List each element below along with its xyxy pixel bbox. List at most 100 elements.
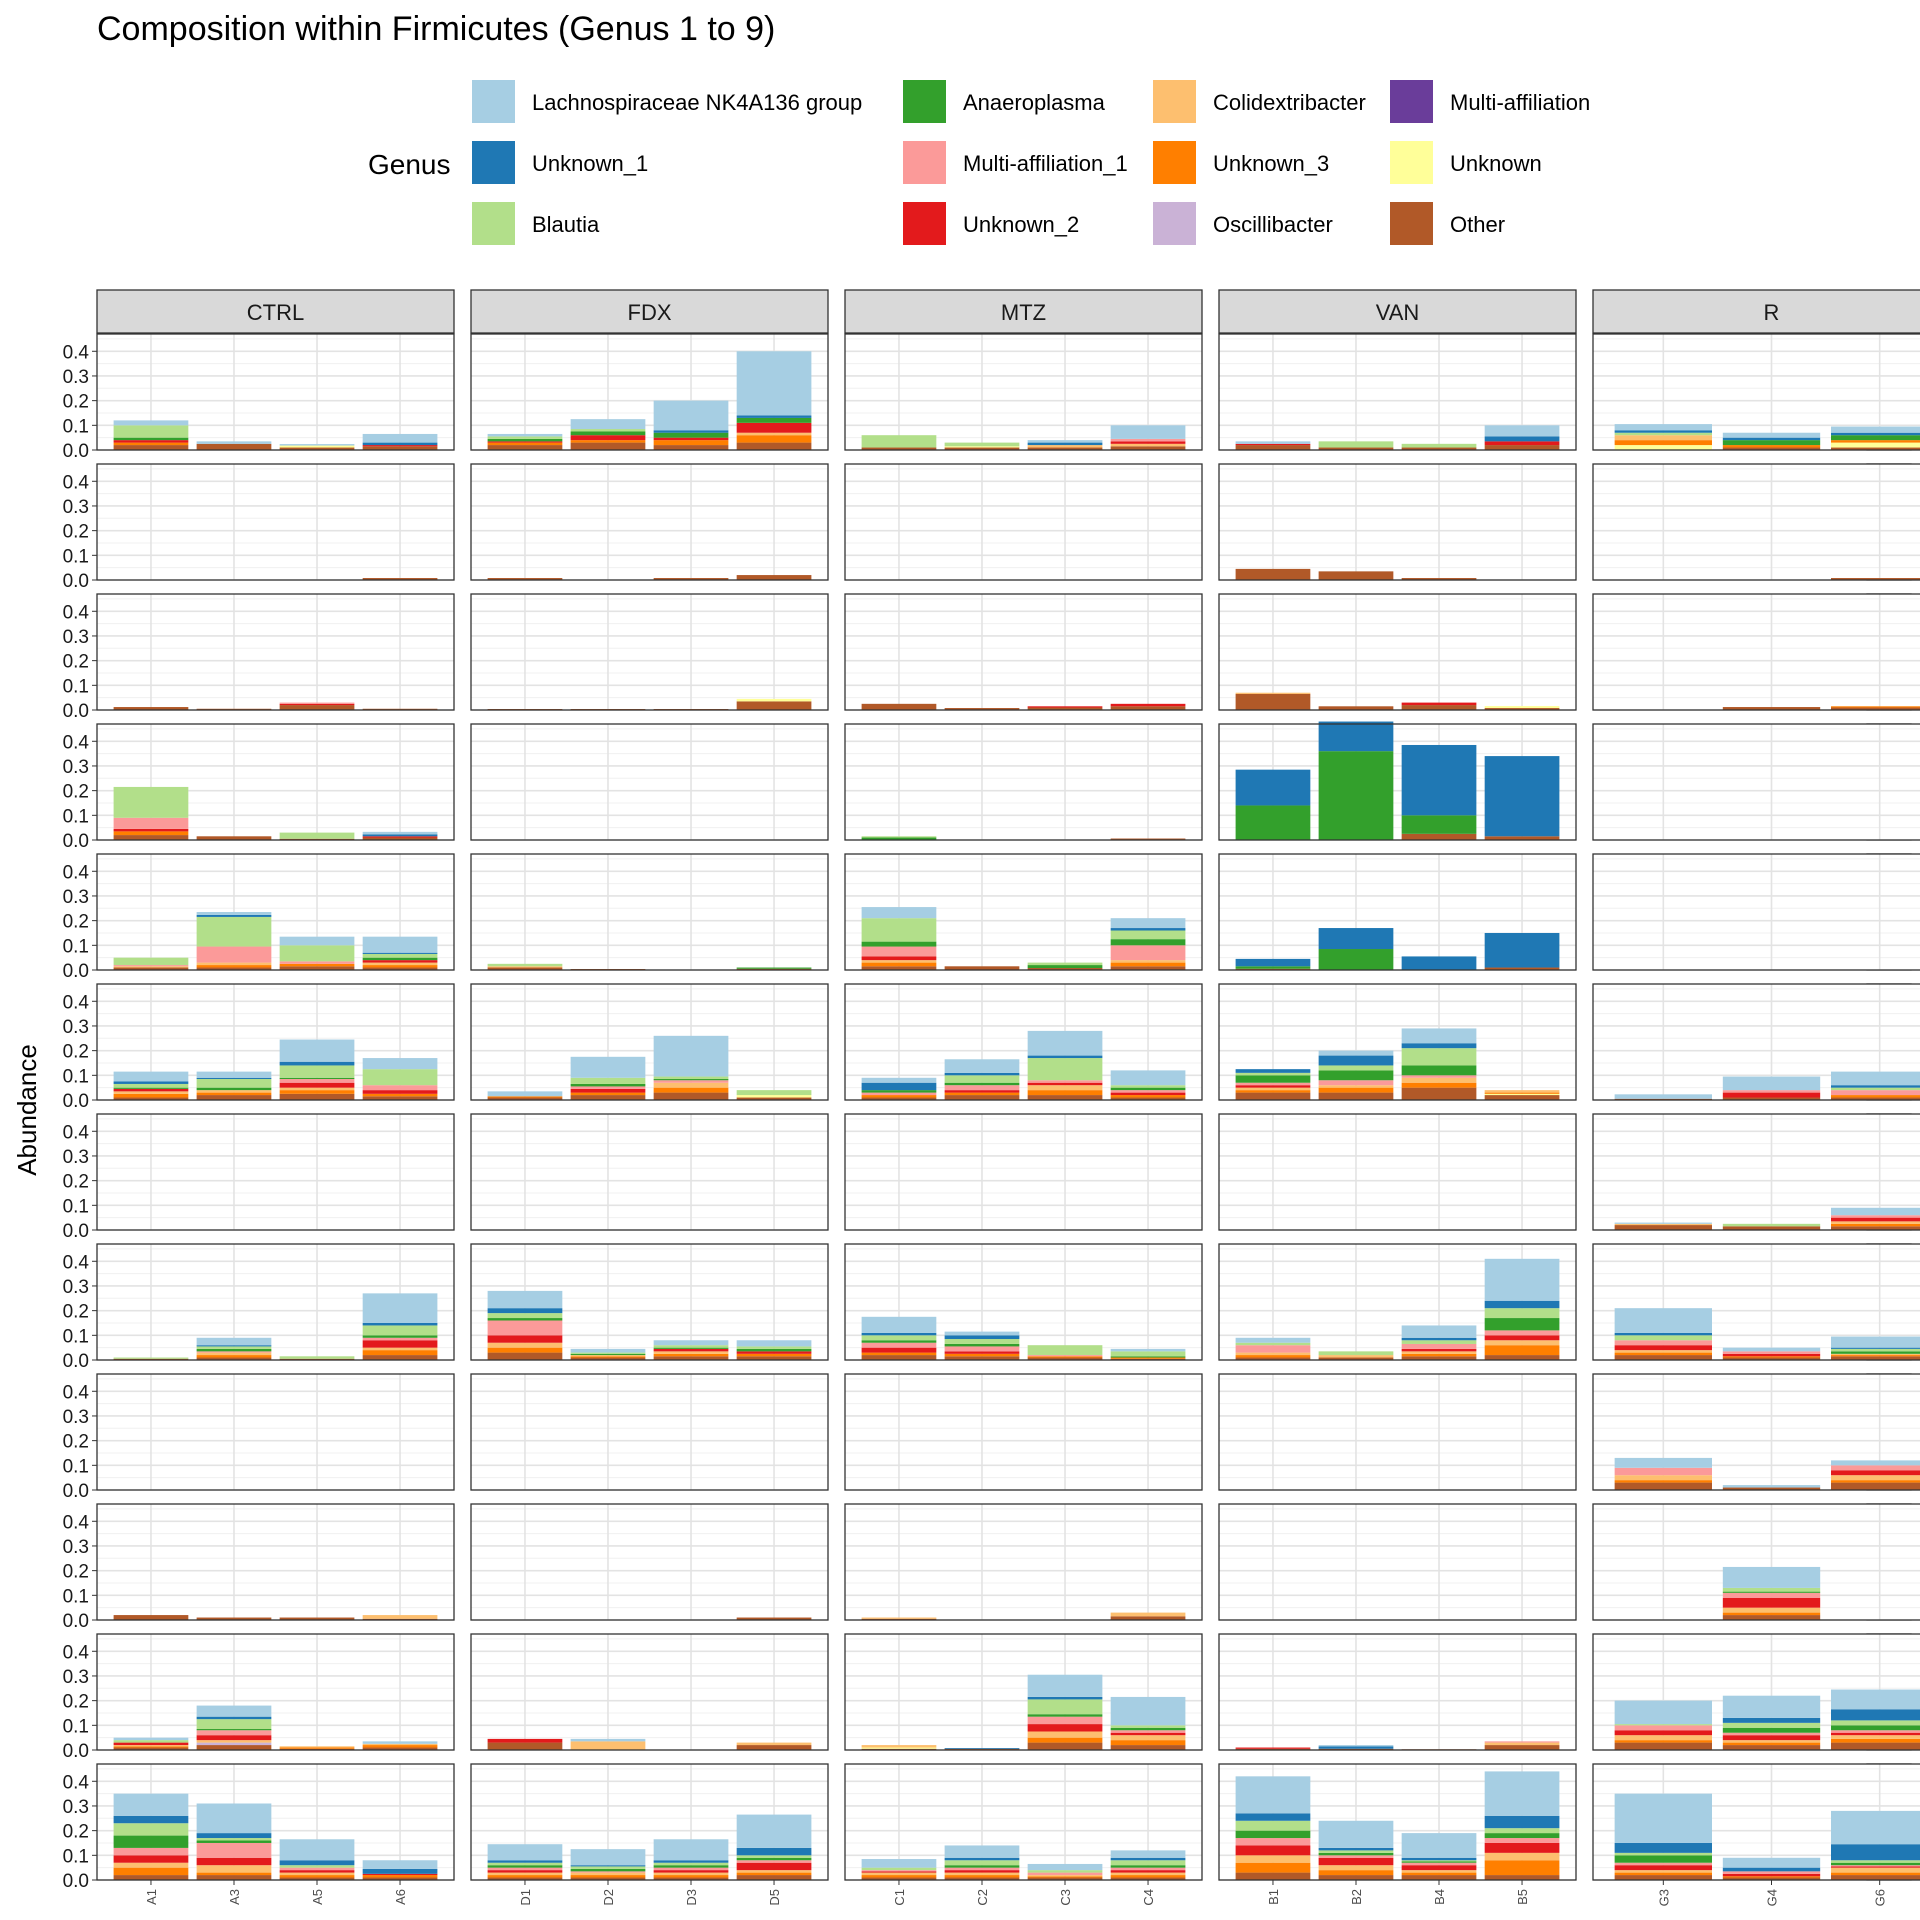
bar-segment-g6-lachnospiraceae-nk4a136-group bbox=[1831, 1207, 1920, 1216]
bar-segment-d1-multi-affiliation-1 bbox=[487, 1867, 563, 1871]
bar-segment-d3-unknown-3 bbox=[653, 1087, 729, 1093]
bar-segment-g4-blautia bbox=[1722, 1223, 1821, 1227]
bar-segment-g4-anaeroplasma bbox=[1722, 440, 1821, 446]
facet-strip-r bbox=[1592, 289, 1920, 334]
bar-segment-b4-blautia bbox=[1401, 1048, 1477, 1066]
bar-segment-c4-unknown-1 bbox=[1110, 928, 1186, 931]
bar-segment-g6-unknown-1 bbox=[1831, 1085, 1920, 1088]
bar-segment-a5-multi-affiliation-1 bbox=[279, 1079, 355, 1083]
panel-border bbox=[96, 1113, 455, 1231]
bar-segment-a1-unknown-3 bbox=[113, 1093, 189, 1098]
bar-segment-g4-anaeroplasma bbox=[1722, 1727, 1821, 1733]
bar-segment-b2-anaeroplasma bbox=[1318, 751, 1394, 840]
bar-segment-d3-unknown-2 bbox=[653, 1870, 729, 1873]
panel-background bbox=[97, 1504, 454, 1620]
panel-fdx-d37 bbox=[470, 1503, 829, 1621]
panel-van-d39 bbox=[1218, 1633, 1577, 1751]
y-tick-label: 0.2 bbox=[63, 392, 89, 413]
bar-segment-g4-unknown-3 bbox=[1722, 1742, 1821, 1746]
bar-segment-g4-multi-affiliation-1 bbox=[1722, 1592, 1821, 1598]
panel-border bbox=[1218, 1243, 1577, 1361]
bar-segment-g4-other bbox=[1722, 1097, 1821, 1100]
bar-segment-c2-unknown-1 bbox=[944, 1857, 1020, 1861]
bar-segment-d2-lachnospiraceae-nk4a136-group bbox=[570, 419, 646, 430]
panel-fdx-d39 bbox=[470, 1633, 829, 1751]
bar-segment-d2-multi-affiliation-1 bbox=[570, 1086, 646, 1089]
bar-segment-b5-unknown-3 bbox=[1484, 1345, 1560, 1356]
bar-segment-a1-unknown-1 bbox=[113, 1815, 189, 1824]
panel-background bbox=[97, 594, 454, 710]
bar-segment-a5-unknown-2 bbox=[279, 1870, 355, 1873]
bar-segment-a1-other bbox=[113, 707, 189, 710]
bar-segment-a1-blautia bbox=[113, 1083, 189, 1088]
bar-segment-g4-unknown-1 bbox=[1722, 437, 1821, 441]
bar-segment-d1-other bbox=[487, 1097, 563, 1100]
bar-segment-c3-anaeroplasma bbox=[1027, 1714, 1103, 1717]
bar-segment-b4-multi-affiliation-1 bbox=[1401, 1075, 1477, 1078]
bar-segment-a1-other bbox=[113, 967, 189, 970]
bar-segment-g4-lachnospiraceae-nk4a136-group bbox=[1722, 1076, 1821, 1091]
bar-segment-g4-other bbox=[1722, 1745, 1821, 1750]
panel-background bbox=[97, 1634, 454, 1750]
facet-strip-ctrl bbox=[96, 289, 455, 334]
bar-segment-c3-unknown-1 bbox=[1027, 1055, 1103, 1059]
bar-segment-b4-lachnospiraceae-nk4a136-group bbox=[1401, 1028, 1477, 1044]
bar-segment-g4-other bbox=[1722, 1877, 1821, 1880]
bar-segment-b5-unknown bbox=[1484, 706, 1560, 709]
bar-segment-b5-unknown-2 bbox=[1484, 1335, 1560, 1341]
bar-segment-d1-anaeroplasma bbox=[487, 1865, 563, 1868]
bar-segment-b5-colidextribacter bbox=[1484, 1090, 1560, 1093]
bar-segment-b2-unknown-2 bbox=[1318, 1857, 1394, 1866]
panel-border bbox=[1592, 1373, 1920, 1491]
bar-segment-d3-unknown-1 bbox=[653, 430, 729, 433]
bar-segment-b5-other bbox=[1484, 967, 1560, 970]
panel-border bbox=[96, 983, 455, 1101]
bar-segment-a1-colidextribacter bbox=[113, 966, 189, 968]
bar-segment-g3-other bbox=[1614, 1482, 1712, 1490]
panel-fdx-d07 bbox=[470, 853, 829, 971]
bar-segment-d2-unknown-3 bbox=[570, 440, 646, 443]
facet-strip-label-van: VAN bbox=[1376, 300, 1420, 325]
bar-segment-d1-multi-affiliation-1 bbox=[487, 1320, 563, 1336]
bar-segment-c4-colidextribacter bbox=[1110, 960, 1186, 963]
bar-segment-a3-unknown-3 bbox=[196, 1355, 272, 1358]
panel-fdx-d02 bbox=[470, 593, 829, 711]
panel-border bbox=[470, 723, 829, 841]
bar-segment-c1-blautia bbox=[861, 1867, 937, 1871]
y-tick-label: 0.0 bbox=[63, 1871, 89, 1892]
bar-segment-c2-unknown bbox=[944, 446, 1020, 448]
bar-segment-b1-lachnospiraceae-nk4a136-group bbox=[1235, 1776, 1311, 1814]
bar-segment-g6-unknown-3 bbox=[1831, 1738, 1920, 1743]
bar-segment-c2-blautia bbox=[944, 1075, 1020, 1083]
bar-segment-b5-multi-affiliation-1 bbox=[1484, 1741, 1560, 1743]
bar-segment-g3-multi-affiliation-1 bbox=[1614, 1340, 1712, 1346]
bar-segment-a1-unknown-3 bbox=[113, 831, 189, 836]
bar-segment-d3-multi-affiliation-1 bbox=[653, 1080, 729, 1083]
bar-segment-d1-blautia bbox=[487, 1313, 563, 1319]
bar-segment-b4-other bbox=[1401, 1875, 1477, 1880]
bar-segment-a3-colidextribacter bbox=[196, 962, 272, 966]
bar-segment-b5-multi-affiliation-1 bbox=[1484, 1838, 1560, 1843]
x-tick-label-d1: D1 bbox=[518, 1889, 533, 1906]
bar-segment-a5-other bbox=[279, 447, 355, 450]
bar-segment-g3-unknown-3 bbox=[1614, 1740, 1712, 1743]
y-tick-label: 0.4 bbox=[63, 992, 90, 1013]
bar-segment-g3-colidextribacter bbox=[1614, 1870, 1712, 1873]
bar-segment-a6-anaeroplasma bbox=[362, 957, 438, 961]
bar-segment-g6-unknown-3 bbox=[1831, 1480, 1920, 1483]
bar-segment-b4-unknown-2 bbox=[1401, 702, 1477, 706]
bar-segment-g4-unknown-3 bbox=[1722, 1876, 1821, 1878]
panel-background bbox=[471, 984, 828, 1100]
bar-segment-b5-other bbox=[1484, 836, 1560, 840]
bar-segment-g3-colidextribacter bbox=[1614, 1735, 1712, 1741]
bar-segment-b5-multi-affiliation-1 bbox=[1484, 1330, 1560, 1336]
legend-key-lachnospiraceae-nk4a136-group bbox=[472, 80, 515, 123]
bar-segment-a5-other bbox=[279, 705, 355, 710]
panel-r-d18 bbox=[1592, 1113, 1920, 1231]
bar-segment-a6-other bbox=[362, 967, 438, 970]
bar-segment-a3-anaeroplasma bbox=[196, 1729, 272, 1731]
bar-segment-c4-anaeroplasma bbox=[1110, 1356, 1186, 1358]
bar-segment-d2-blautia bbox=[570, 1866, 646, 1869]
bar-segment-a3-blautia bbox=[196, 916, 272, 947]
bar-segment-b1-lachnospiraceae-nk4a136-group bbox=[1235, 1337, 1311, 1343]
